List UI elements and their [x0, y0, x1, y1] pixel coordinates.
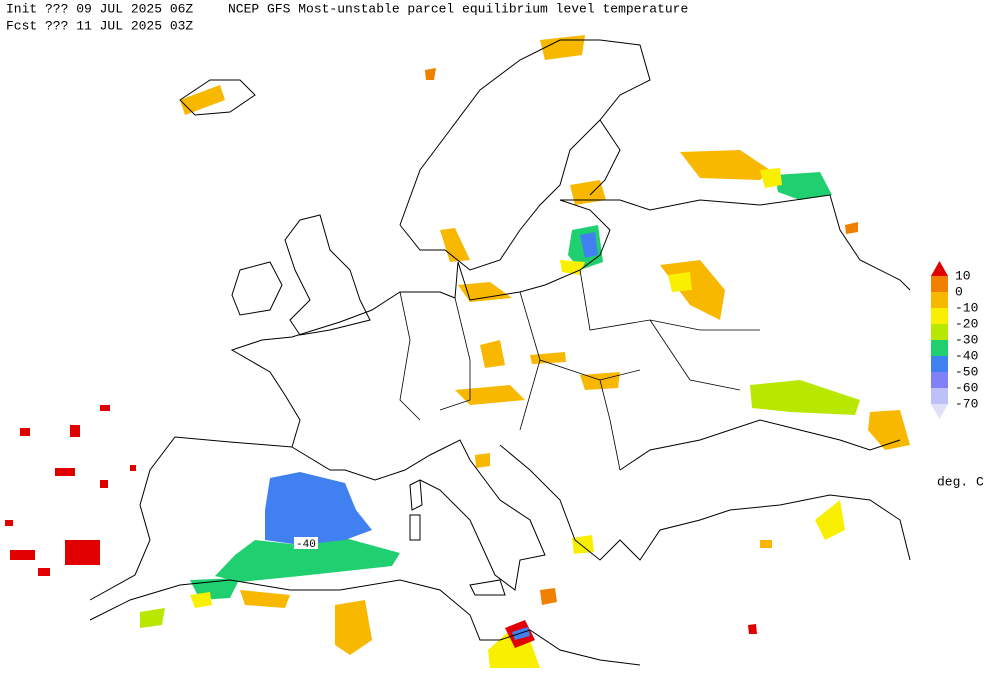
coastlines [89, 39, 911, 666]
coastline [231, 261, 283, 316]
field-region [530, 352, 566, 364]
colorbar-tick-label: -60 [955, 380, 978, 395]
coastline [399, 39, 651, 271]
field-region [55, 468, 75, 476]
coastline [179, 79, 256, 116]
field-region [440, 228, 470, 262]
colorbar-swatch [931, 340, 948, 356]
contour-label-box [294, 537, 318, 549]
field-region [70, 425, 80, 437]
colorbar-tick-label: -10 [955, 300, 978, 315]
field-region [540, 588, 557, 605]
colorbar-swatch [931, 372, 948, 388]
field-region [100, 480, 108, 488]
field-region [38, 568, 50, 576]
coastline [409, 479, 506, 596]
colorbar-swatch [931, 276, 948, 292]
colorbar-tick-label: -70 [955, 396, 978, 411]
coastline [89, 579, 641, 666]
field-region [668, 272, 692, 292]
colorbar-tick-label: 10 [955, 268, 971, 283]
field-region [680, 150, 770, 180]
contour-label: -40 [296, 539, 316, 551]
field-region [215, 538, 400, 582]
field-region [815, 500, 845, 540]
forecast-time: Fcst ??? 11 JUL 2025 03Z [6, 18, 193, 33]
colorbar-tick-label: -50 [955, 364, 978, 379]
field-region [560, 260, 585, 275]
coastline [499, 444, 911, 561]
field-region [748, 624, 757, 634]
field-region [760, 540, 772, 548]
field-region [20, 428, 30, 436]
field-region [775, 172, 832, 200]
colorbar-swatch [931, 292, 948, 308]
field-region [760, 168, 782, 188]
coastline [284, 214, 371, 336]
field-region [100, 405, 110, 411]
field-region [65, 540, 100, 565]
init-time: Init ??? 09 JUL 2025 06Z [6, 1, 193, 16]
field-region [140, 608, 165, 628]
field-region [190, 592, 212, 608]
colorbar-tick-label: -20 [955, 316, 978, 331]
field-region [425, 68, 436, 80]
field-region [335, 600, 372, 655]
field-region [455, 385, 525, 405]
field-region [475, 453, 490, 468]
coastline [619, 419, 901, 471]
colorbar: 100-10-20-30-40-50-60-70 [931, 261, 978, 419]
colorbar-swatch [931, 404, 948, 419]
field-region [572, 535, 594, 554]
field-region [660, 260, 725, 320]
coastline [589, 119, 621, 196]
field-region [845, 222, 858, 234]
border [399, 269, 760, 471]
field-region [580, 232, 598, 258]
colorbar-tick-label: 0 [955, 284, 963, 299]
colorbar-swatch [931, 356, 948, 372]
colorbar-swatch [931, 308, 948, 324]
field-region [5, 520, 13, 526]
field-region [570, 180, 606, 205]
field-region [265, 472, 372, 545]
field-region [480, 340, 505, 368]
field-region [240, 590, 290, 608]
field-region [750, 380, 860, 415]
field-region [458, 282, 512, 302]
colorbar-swatch [931, 388, 948, 404]
map-title: NCEP GFS Most-unstable parcel equilibriu… [228, 1, 688, 16]
colorbar-tick-label: -30 [955, 332, 978, 347]
field-region [540, 35, 585, 60]
colorbar-tick-label: -40 [955, 348, 978, 363]
colorbar-swatch [931, 324, 948, 340]
units-label: deg. C [937, 474, 984, 489]
coastline [291, 439, 546, 591]
field-region [10, 550, 35, 560]
field-region [130, 465, 136, 471]
colorbar-swatch [931, 261, 948, 276]
field [5, 35, 910, 668]
field-region [180, 85, 225, 115]
